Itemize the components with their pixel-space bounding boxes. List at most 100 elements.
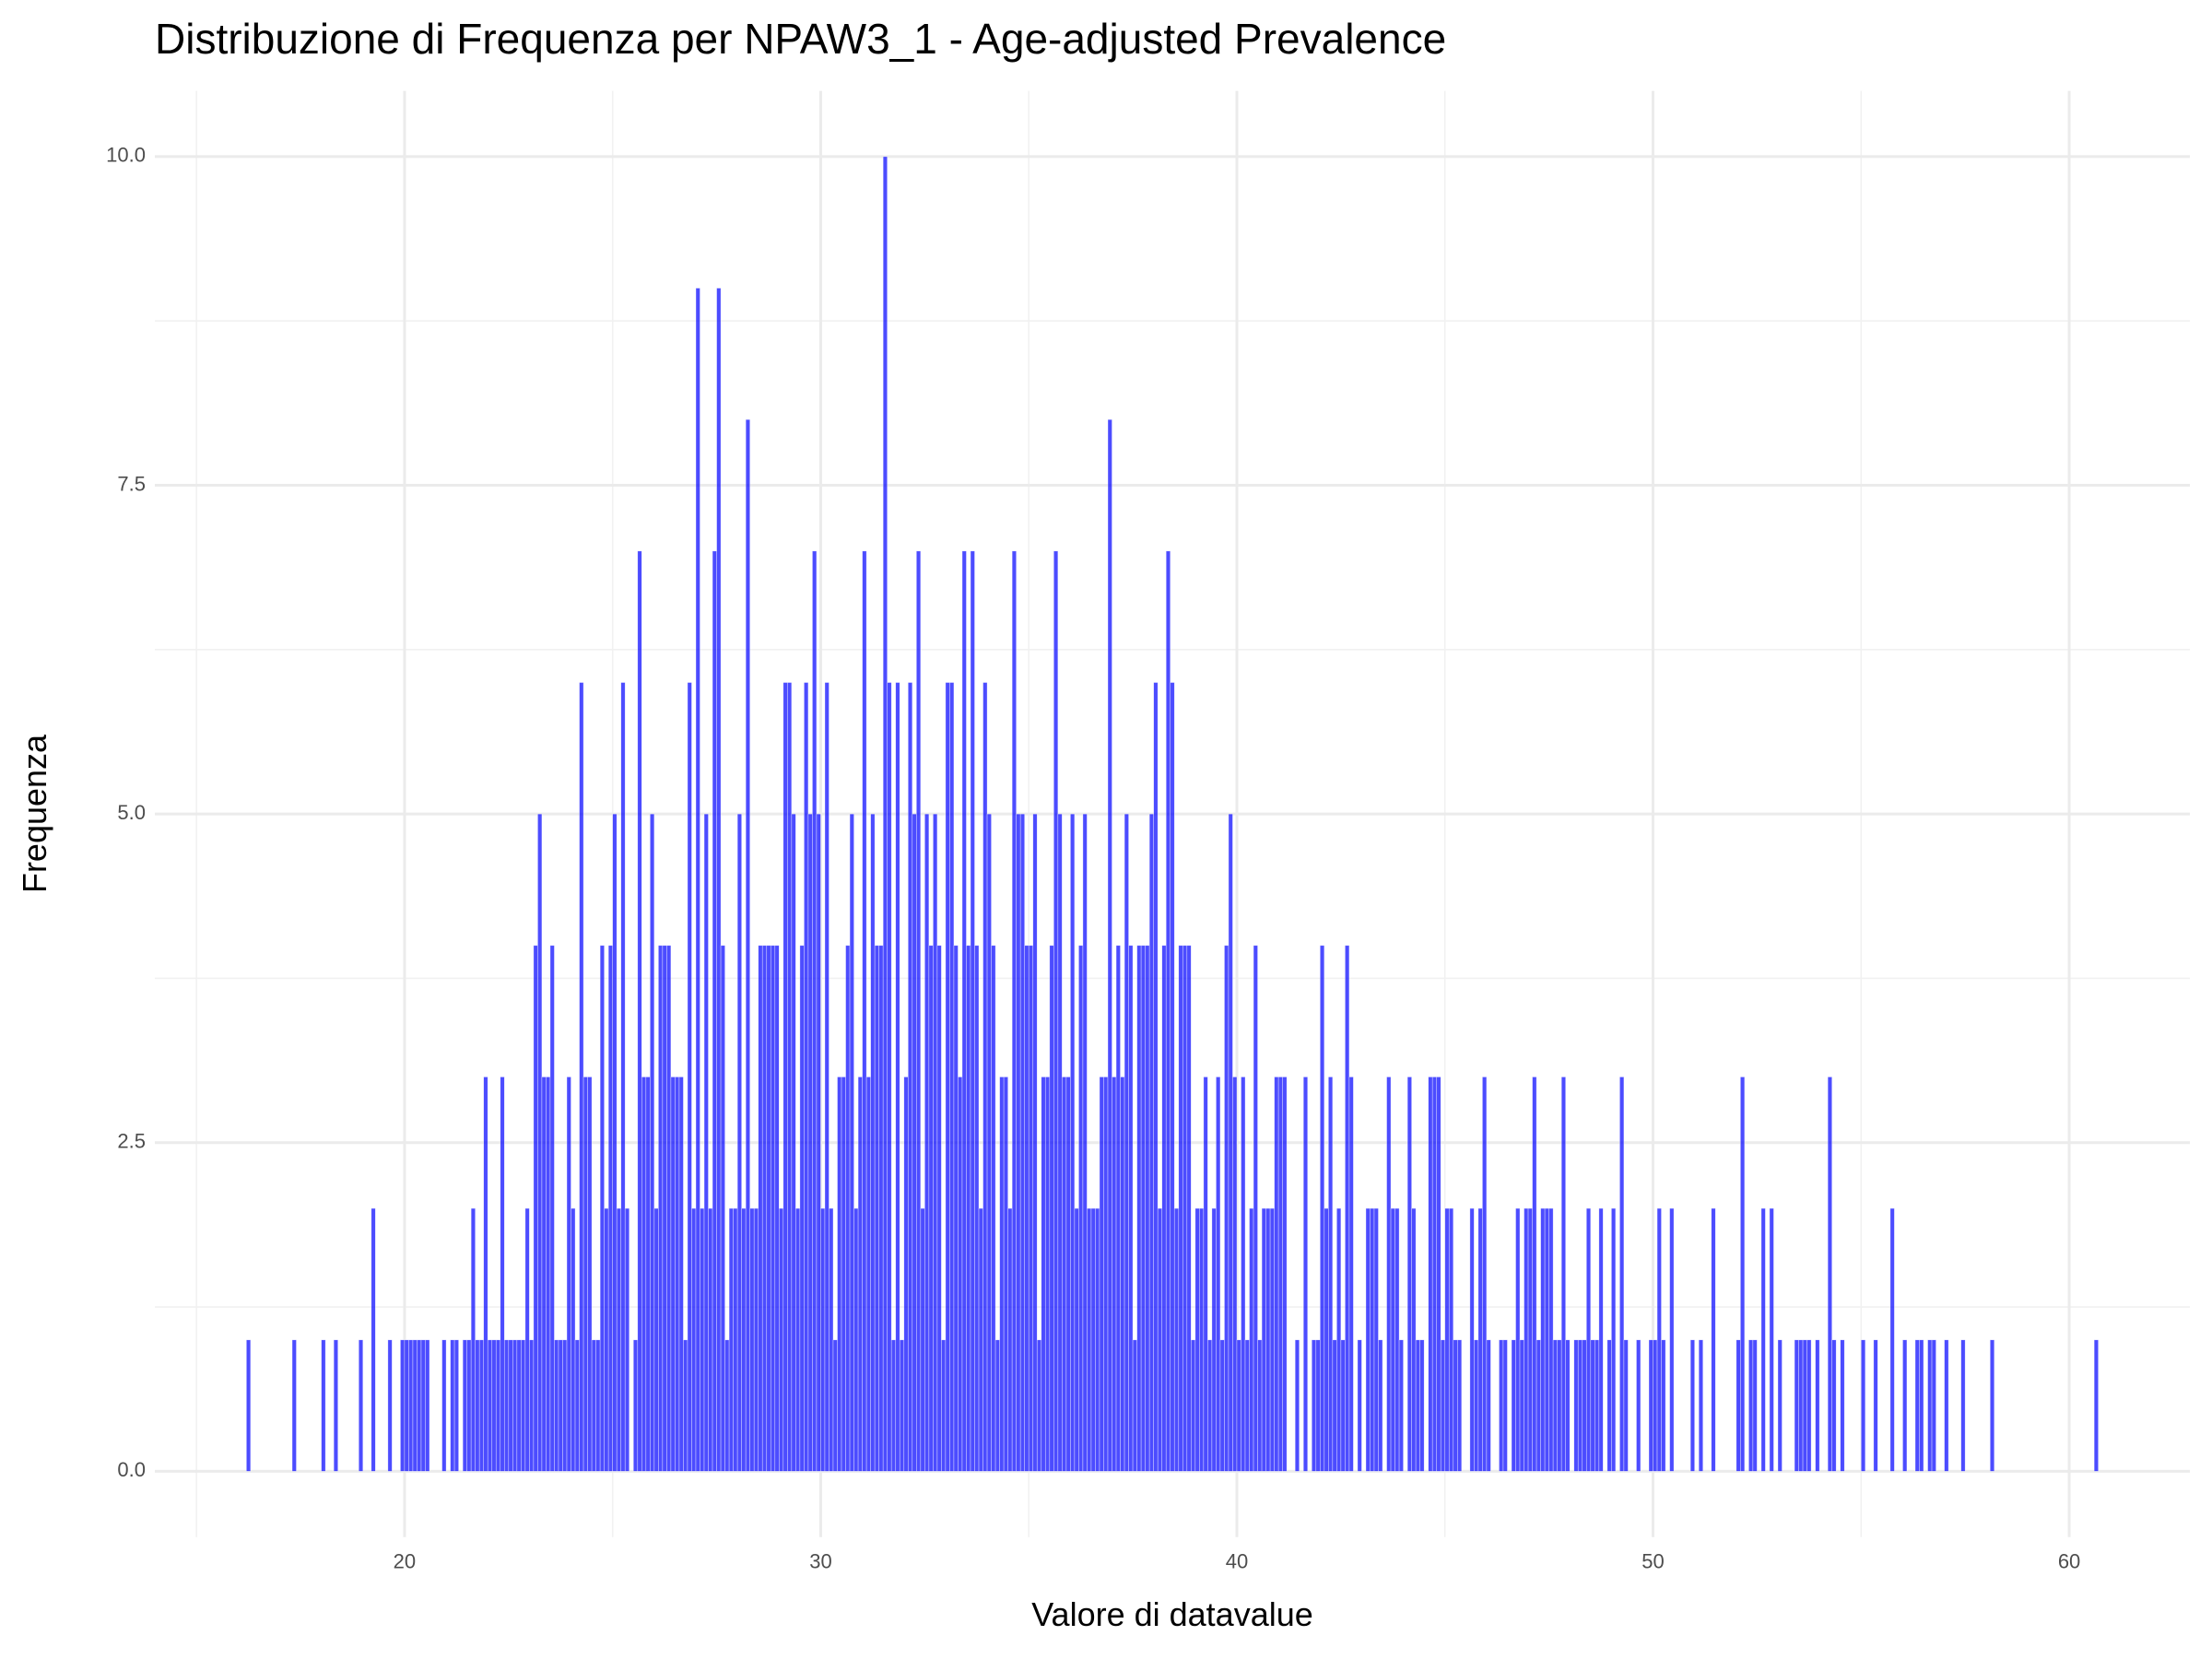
bar — [728, 1207, 734, 1472]
bar — [1806, 1339, 1812, 1472]
bar — [958, 1077, 963, 1472]
bar — [1236, 1339, 1241, 1472]
bar — [620, 682, 626, 1472]
y-tick-label: 2.5 — [117, 1130, 146, 1153]
bar — [650, 813, 655, 1472]
bar — [1319, 945, 1325, 1472]
bar — [1740, 1077, 1746, 1472]
bar — [820, 1207, 826, 1472]
bar — [766, 945, 771, 1472]
bar — [1011, 550, 1017, 1472]
bar — [1265, 1207, 1271, 1472]
bar — [1145, 945, 1150, 1472]
bar — [1153, 682, 1159, 1472]
bar — [1960, 1339, 1966, 1472]
bar — [1315, 1339, 1321, 1472]
bar — [417, 1339, 422, 1472]
bar — [924, 813, 930, 1472]
bar — [1989, 1339, 1995, 1472]
bar — [554, 1339, 559, 1472]
bar — [1041, 1077, 1046, 1472]
bar — [804, 682, 809, 1472]
bar — [1752, 1339, 1758, 1472]
bar — [516, 1339, 522, 1472]
bar — [978, 1207, 983, 1472]
bar — [404, 1339, 409, 1472]
bar — [812, 550, 818, 1472]
bar — [870, 813, 876, 1472]
bar — [1332, 1339, 1337, 1472]
bar — [1232, 1077, 1238, 1472]
bar — [683, 1339, 688, 1472]
x-tick-label: 40 — [1226, 1550, 1248, 1573]
bar — [1661, 1339, 1666, 1472]
bar — [1406, 1077, 1412, 1472]
bar — [1099, 1077, 1104, 1472]
bar — [1777, 1339, 1783, 1472]
bar — [566, 1077, 571, 1472]
x-axis-title: Valore di datavalue — [1031, 1595, 1313, 1633]
bar — [1191, 1339, 1196, 1472]
bars — [246, 156, 2099, 1472]
bar — [1203, 1077, 1208, 1472]
bar — [500, 1077, 505, 1472]
bar — [1199, 1207, 1205, 1472]
bar — [999, 1077, 1005, 1472]
bar — [558, 1339, 563, 1472]
bar — [1931, 1339, 1936, 1472]
bar — [1057, 813, 1063, 1472]
bar — [795, 1207, 801, 1472]
bar — [1107, 418, 1112, 1472]
bar — [670, 1077, 676, 1472]
bar — [1840, 1339, 1845, 1472]
bar — [1211, 1207, 1217, 1472]
bar — [1178, 945, 1183, 1472]
bar — [849, 813, 854, 1472]
bar — [1132, 1339, 1137, 1472]
bar — [974, 945, 980, 1472]
bar — [1648, 1339, 1653, 1472]
bar — [1228, 813, 1233, 1472]
bar — [1032, 813, 1038, 1472]
bar — [1474, 1339, 1479, 1472]
bar — [1689, 1339, 1695, 1472]
bar — [529, 1339, 535, 1472]
bar — [521, 1339, 526, 1472]
bar — [1120, 1077, 1125, 1472]
bar — [1078, 945, 1084, 1472]
bar — [595, 1339, 601, 1472]
bar — [916, 550, 922, 1472]
bar — [387, 1339, 393, 1472]
bar — [1914, 1339, 1920, 1472]
bar — [982, 682, 988, 1472]
bar — [503, 1339, 510, 1472]
bar — [408, 1339, 414, 1472]
bar — [587, 1077, 593, 1472]
bar — [799, 945, 805, 1472]
bar — [1049, 945, 1054, 1472]
bar — [1173, 1207, 1180, 1472]
bar — [1552, 1339, 1558, 1472]
bar — [1656, 1207, 1662, 1472]
bar — [691, 1207, 697, 1472]
bar — [816, 813, 821, 1472]
bar — [1511, 1339, 1516, 1472]
bar — [1431, 1077, 1438, 1472]
x-tick-label: 60 — [2058, 1550, 2080, 1573]
bar — [703, 813, 709, 1472]
bar — [945, 682, 950, 1472]
bar — [1419, 1339, 1425, 1472]
bar — [1944, 1339, 1949, 1472]
y-axis-title: Frequenza — [16, 734, 53, 893]
bar — [1735, 1339, 1741, 1472]
bar — [1103, 1077, 1109, 1472]
bar — [1277, 1077, 1283, 1472]
bar — [716, 288, 722, 1472]
bar — [1902, 1339, 1908, 1472]
bar — [462, 1339, 467, 1472]
bar — [1194, 1207, 1200, 1472]
bar — [761, 945, 768, 1472]
bar — [936, 945, 942, 1472]
bar — [491, 1339, 497, 1472]
